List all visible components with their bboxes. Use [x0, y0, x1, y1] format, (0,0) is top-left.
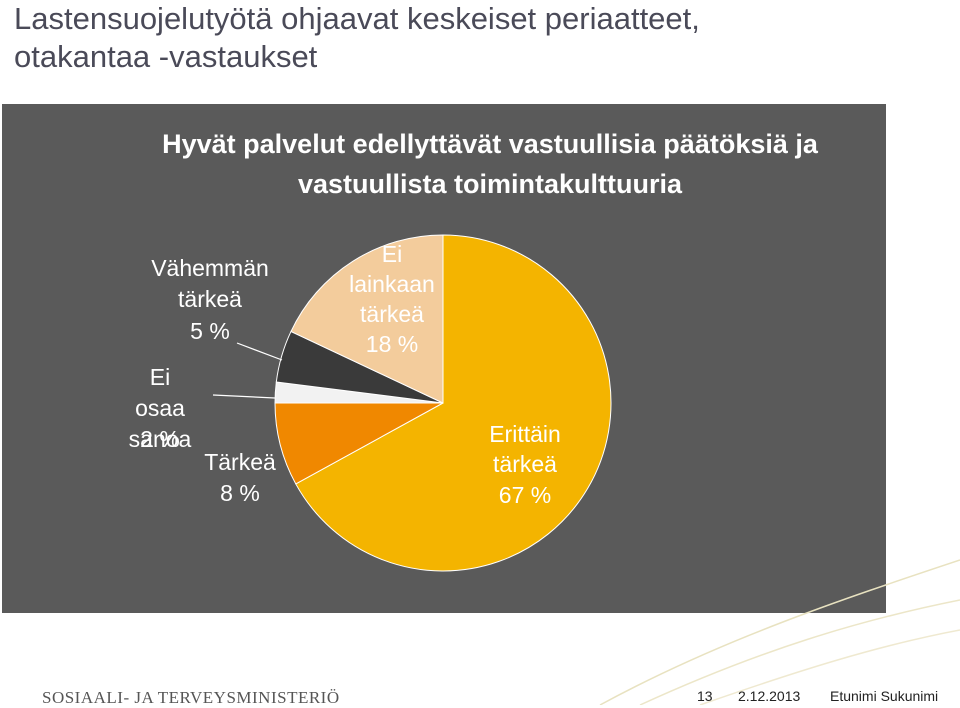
- slice-label-line: Ei: [150, 364, 170, 390]
- decoration: [639, 599, 960, 705]
- slice-label-line: Ei: [382, 241, 402, 267]
- slice-label: Ei lainkaan tärkeä: [349, 241, 435, 327]
- slice-label-line: Tärkeä: [204, 449, 276, 475]
- slice-label: Vähemmän tärkeä: [151, 255, 269, 312]
- page-number: 13: [697, 688, 713, 704]
- decoration: [699, 629, 960, 705]
- leader-line: [212, 394, 276, 399]
- slice-label-line: sanoa: [129, 426, 192, 452]
- leader-line: [236, 342, 283, 361]
- author: Etunimi Sukunimi: [830, 688, 939, 704]
- organization: SOSIAALI- JA TERVEYSMINISTERIÖ: [42, 688, 340, 707]
- slice-label-line: tärkeä: [493, 451, 557, 477]
- value-label: 8 %: [220, 480, 260, 506]
- slice-label-line: Vähemmän: [151, 255, 269, 281]
- slice-label-line: tärkeä: [360, 301, 424, 327]
- pie-slice: [290, 234, 444, 404]
- value-label: 5 %: [190, 318, 230, 344]
- decoration: [599, 559, 960, 705]
- slice-label-line: osaa: [135, 395, 185, 421]
- slice-label: Tärkeä: [204, 449, 276, 475]
- value-label: 2 %: [140, 426, 180, 452]
- value-label: 18 %: [366, 331, 418, 357]
- slice-label: Ei osaa sanoa: [129, 364, 192, 452]
- slice-label: Erittäin tärkeä: [489, 421, 561, 477]
- slice-label-line: lainkaan: [349, 271, 435, 297]
- chart-title: Hyvät palvelut edellyttävät vastuullisia…: [162, 129, 818, 199]
- slice-label-line: Erittäin: [489, 421, 561, 447]
- slice-label-line: tärkeä: [178, 286, 242, 312]
- date: 2.12.2013: [738, 688, 801, 704]
- slide-title: Lastensuojelutyötä ohjaavat keskeiset pe…: [14, 1, 700, 74]
- pie-slice: [295, 234, 612, 572]
- value-label: 67 %: [499, 482, 551, 508]
